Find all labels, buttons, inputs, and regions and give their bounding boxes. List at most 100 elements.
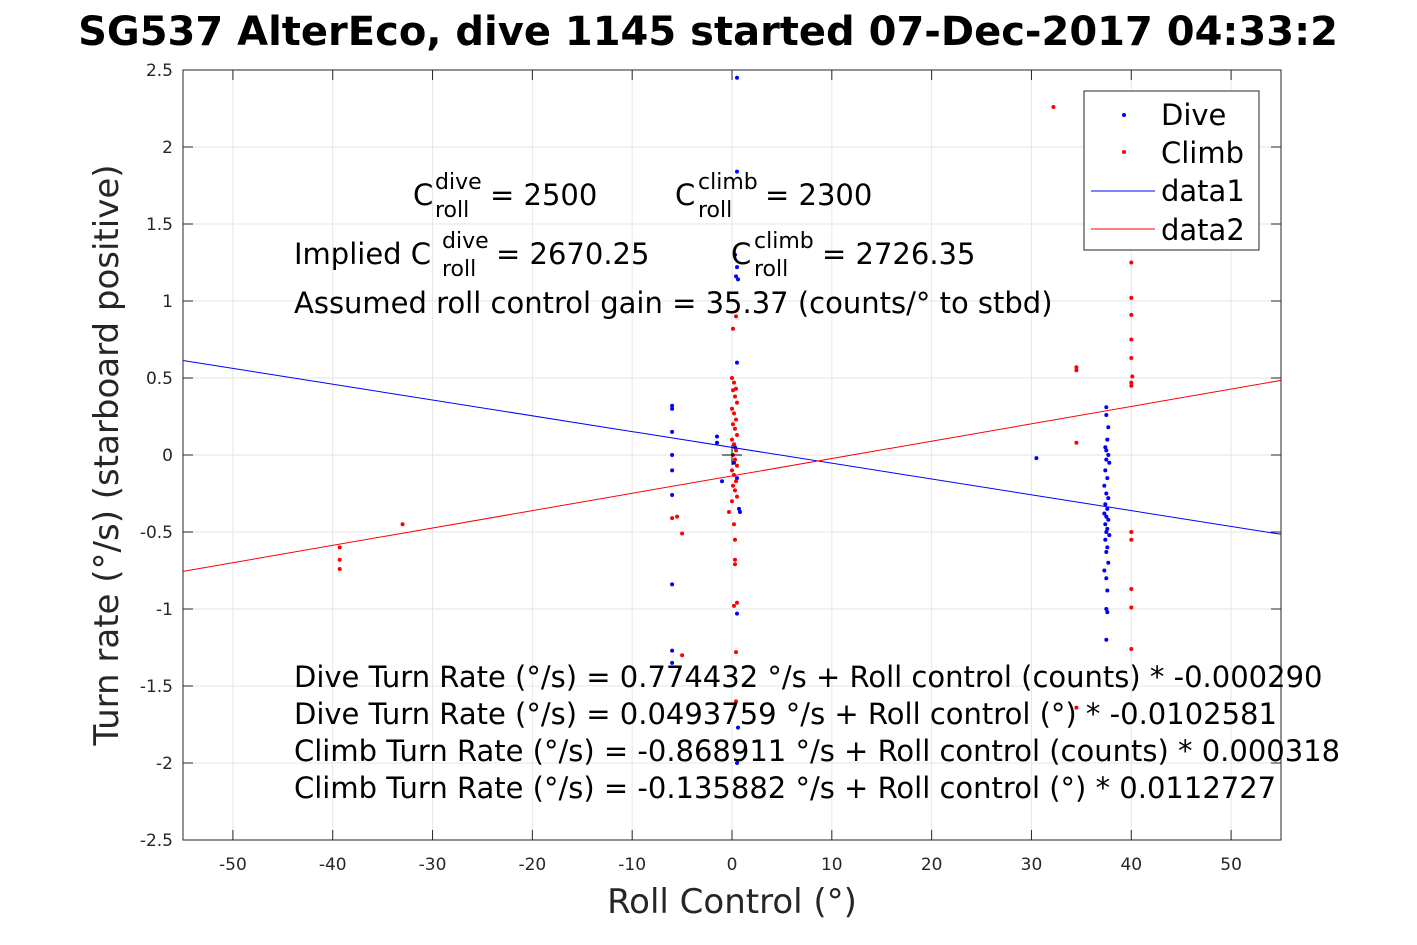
- point-climb: [732, 380, 736, 385]
- point-dive: [1103, 445, 1108, 450]
- point-climb: [1129, 383, 1134, 388]
- c-dive-base: C: [413, 178, 433, 212]
- point-climb: [732, 411, 736, 416]
- x-tick-label: -10: [618, 855, 646, 875]
- point-dive: [736, 725, 740, 730]
- point-dive: [1104, 607, 1109, 611]
- point-dive: [1106, 496, 1111, 501]
- c-climb-superscript: climb: [698, 170, 758, 195]
- point-dive: [735, 360, 739, 365]
- point-dive: [1107, 460, 1112, 465]
- point-dive: [1105, 610, 1110, 615]
- point-dive: [1104, 457, 1109, 462]
- point-dive: [1104, 550, 1109, 554]
- point-dive: [735, 169, 739, 174]
- point-climb: [1129, 587, 1134, 591]
- point-dive: [1105, 437, 1110, 442]
- point-climb: [733, 562, 737, 567]
- point-dive: [735, 611, 739, 616]
- point-climb: [727, 510, 731, 514]
- point-dive: [1104, 405, 1109, 410]
- point-dive: [1106, 453, 1111, 457]
- point-climb: [1074, 705, 1079, 710]
- point-climb: [1129, 537, 1134, 542]
- point-dive: [670, 429, 675, 434]
- legend-data1-label: data1: [1161, 174, 1245, 208]
- point-dive: [670, 582, 675, 587]
- point-dive: [670, 648, 675, 653]
- point-climb: [735, 400, 739, 405]
- point-climb: [730, 376, 734, 380]
- point-climb: [680, 531, 685, 536]
- point-dive: [1102, 568, 1107, 573]
- point-climb: [337, 557, 342, 562]
- point-climb: [675, 514, 680, 519]
- point-climb: [732, 442, 736, 447]
- legend-dive-label: Dive: [1161, 98, 1226, 132]
- point-climb: [734, 386, 738, 391]
- point-dive: [670, 493, 675, 497]
- point-climb: [337, 567, 342, 571]
- point-dive: [1106, 560, 1111, 565]
- point-climb: [733, 394, 737, 399]
- point-dive: [1104, 530, 1109, 534]
- point-dive: [736, 277, 740, 282]
- implied-climb-superscript: climb: [754, 229, 814, 254]
- point-climb: [734, 650, 738, 655]
- point-dive: [670, 453, 675, 457]
- point-climb: [680, 653, 685, 658]
- point-dive: [670, 660, 675, 665]
- point-dive: [1104, 448, 1109, 453]
- point-climb: [1051, 105, 1056, 109]
- x-tick-label: -40: [319, 855, 347, 875]
- point-dive: [1102, 483, 1107, 488]
- point-climb: [731, 326, 735, 331]
- x-tick-label: -20: [518, 855, 546, 875]
- point-climb: [733, 457, 737, 462]
- point-dive: [735, 75, 739, 80]
- y-tick-label: 2: [162, 138, 173, 158]
- point-dive: [670, 403, 675, 408]
- point-dive: [1103, 502, 1108, 507]
- point-dive: [1105, 588, 1110, 593]
- point-dive: [735, 265, 739, 270]
- point-climb: [733, 426, 737, 431]
- chart-title: SG537 AlterEco, dive 1145 started 07-Dec…: [78, 9, 1338, 55]
- point-climb: [1129, 356, 1134, 360]
- point-dive: [1105, 506, 1110, 511]
- point-dive: [732, 460, 736, 465]
- y-axis-title: Turn rate (°/s) (starboard positive): [87, 164, 127, 746]
- fit-line-data2: [182, 379, 1282, 572]
- equation-dive-degrees: Dive Turn Rate (°/s) = 0.0493759 °/s + R…: [294, 697, 1277, 731]
- y-tick-label: 0.5: [146, 369, 173, 389]
- point-dive: [1103, 522, 1108, 527]
- point-dive: [1105, 545, 1110, 550]
- legend-climb-marker: [1122, 150, 1126, 154]
- regression-equations: Dive Turn Rate (°/s) = 0.774432 °/s + Ro…: [294, 660, 1340, 805]
- point-dive: [715, 440, 719, 445]
- point-climb: [1074, 440, 1079, 445]
- legend-box: [1083, 90, 1260, 251]
- c-roll-annotation: C dive roll = 2500 C climb roll = 2300: [413, 170, 872, 223]
- x-tick-label: 30: [1021, 855, 1043, 875]
- point-climb: [732, 603, 736, 608]
- point-climb: [400, 522, 405, 527]
- point-dive: [735, 476, 739, 481]
- equation-climb-counts: Climb Turn Rate (°/s) = -0.868911 °/s + …: [294, 734, 1340, 768]
- point-dive: [734, 274, 738, 279]
- point-dive: [737, 506, 741, 511]
- implied-climb-value: = 2726.35: [822, 237, 975, 271]
- point-dive: [733, 445, 737, 450]
- equation-dive-counts: Dive Turn Rate (°/s) = 0.774432 °/s + Ro…: [294, 660, 1322, 694]
- implied-dive-value: = 2670.25: [496, 237, 649, 271]
- point-dive: [735, 761, 739, 765]
- point-climb: [735, 600, 739, 605]
- point-climb: [734, 314, 738, 319]
- implied-dive-subscript: roll: [442, 257, 476, 282]
- point-climb: [1074, 368, 1079, 373]
- point-dive: [1107, 533, 1112, 538]
- point-dive: [738, 510, 742, 514]
- point-climb: [733, 557, 737, 562]
- implied-climb-base: C: [731, 237, 751, 271]
- point-dive: [1104, 413, 1109, 417]
